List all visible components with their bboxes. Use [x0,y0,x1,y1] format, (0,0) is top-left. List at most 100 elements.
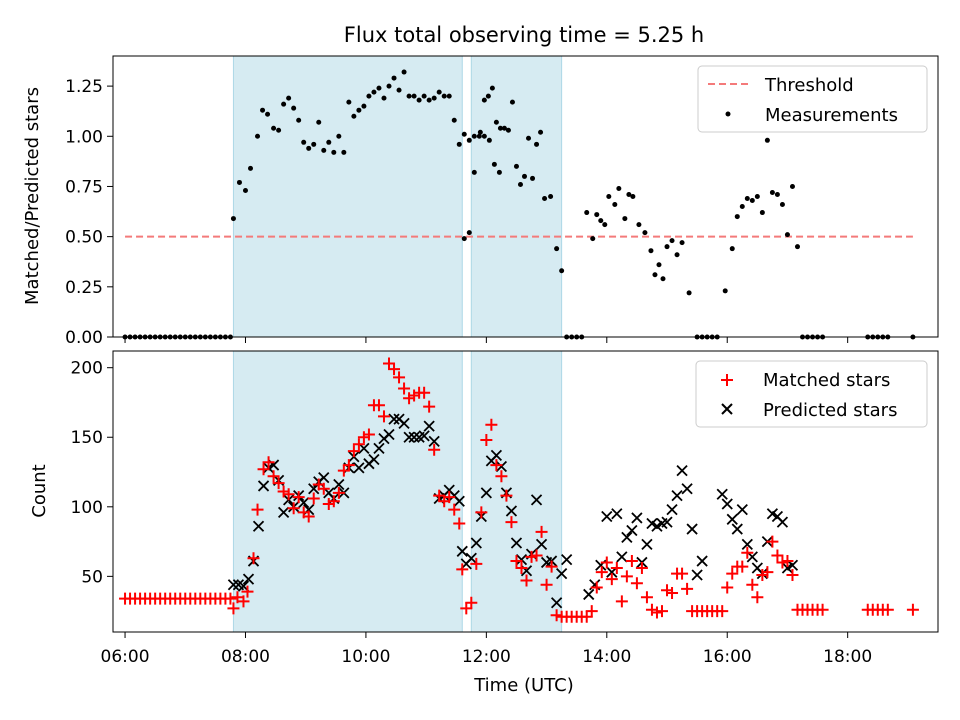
measurement-point [326,139,332,145]
matched-star-marker [530,549,543,562]
top-panel: 0.00 0.25 0.50 0.75 1.00 1.25 Matched/Predict… [22,55,939,348]
matched-star-marker [485,418,498,431]
predicted-star-marker [383,428,395,441]
matched-star-marker [227,602,240,615]
matched-star-marker [525,550,538,563]
matched-star-marker [287,502,300,515]
measurement-point [466,137,472,143]
measurement-point [606,194,612,199]
matched-star-marker [495,470,508,483]
measurement-point [722,288,728,294]
predicted-star-marker [736,503,748,516]
predicted-star-marker [535,538,548,550]
predicted-star-marker [490,449,503,461]
measurement-point [505,127,511,133]
measurement-point [489,85,495,91]
predicted-star-marker [550,597,563,609]
matched-star-marker [751,591,764,604]
predicted-star-marker [242,573,255,585]
matched-star-marker [456,563,469,576]
measurement-point [371,89,377,95]
measurement-point [534,141,540,147]
predicted-star-marker [686,523,698,535]
matched-star-marker [600,556,613,569]
predicted-star-marker [428,435,440,448]
y-tick-label: 0.75 [65,177,103,197]
legend-predicted-swatch [721,403,733,415]
measurement-point [381,95,387,101]
measurement-point [311,141,317,147]
matched-star-marker [655,605,668,618]
measurement-point [497,125,503,131]
top-y-axis-label: Matched/Predicted stars [22,87,43,305]
measurement-point [411,93,417,99]
predicted-star-marker [423,420,435,432]
bottom-panel: 50 100 150 200 06:00 08:00 10:00 12:00 14:00 16:… [29,350,939,696]
y-tick-label: 0.00 [65,328,103,348]
measurement-point [754,194,760,199]
matched-star-marker [342,459,355,472]
measurement-point [361,103,367,109]
measurement-point [538,129,544,135]
y-tick-label: 50 [81,567,103,587]
measurement-point [739,204,745,210]
matched-star-marker [277,485,290,498]
bottom-plot-frame [112,350,939,633]
measurement-point [477,129,483,135]
matched-star-marker [470,557,483,570]
predicted-star-marker [368,453,380,466]
matched-star-marker [666,587,679,600]
predicted-star-marker [456,545,468,557]
matched-star-marker [251,503,264,516]
measurement-point [396,87,402,93]
y-tick-label: 1.00 [65,127,103,147]
measurement-point [674,252,680,258]
measurement-point [471,169,477,175]
matched-star-marker [540,578,553,591]
predicted-star-marker [470,537,482,549]
measurement-point [401,69,407,75]
matched-star-marker [585,605,598,618]
x-tick-label: 18:00 [823,647,872,667]
measurement-point [521,173,527,179]
top-observing-windows [232,55,563,338]
measurement-point [431,95,437,101]
measurement-point [548,194,554,199]
matched-star-marker [292,491,305,504]
matched-star-marker [241,585,254,598]
matched-star-marker [630,577,643,590]
matched-star-marker [317,482,330,495]
measurement-point [476,133,482,139]
legend-threshold-label: Threshold [764,75,854,96]
matched-star-marker [766,535,779,548]
measurement-point [436,89,442,95]
matched-star-marker [545,560,558,573]
matched-star-marker [520,574,533,587]
measurement-point [656,262,662,268]
predicted-star-marker [731,523,743,535]
matched-star-marker [645,603,658,616]
matched-star-marker [500,489,513,502]
measurement-point [461,236,467,242]
measurement-point [779,202,785,208]
measurement-point [336,133,342,139]
legend-matched-swatch [721,374,733,386]
measurement-point [652,272,658,278]
matched-star-marker [640,591,653,604]
predicted-star-marker [696,555,708,567]
top-legend: Threshold Measurements [697,65,928,133]
measurement-point [594,212,600,218]
predicted-star-marker [277,506,290,519]
predicted-star-marker [453,495,465,507]
measurement-point [590,236,596,242]
measurement-point [461,131,467,137]
matched-star-marker [635,562,648,575]
measurement-point [331,149,337,155]
measurement-point [669,238,675,244]
measurement-point [774,191,780,197]
measurement-point [749,198,755,204]
matched-star-marker [433,489,446,502]
measurement-point [496,169,502,175]
predicted-star-marker [298,496,310,509]
